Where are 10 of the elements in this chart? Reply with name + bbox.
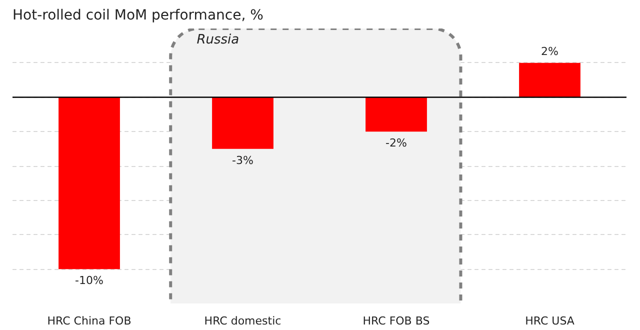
x-tick-label: HRC China FOB [47,314,132,328]
x-tick-label: HRC USA [525,314,575,328]
band-label: Russia [196,32,240,48]
data-label: -2% [386,136,407,150]
data-label: -3% [232,154,254,167]
data-label: -10% [75,274,104,288]
x-tick-label: HRC domestic [204,314,282,328]
data-label: 2% [541,44,558,58]
chart-title: Hot-rolled coil MoM performance, % [12,8,264,24]
x-tick-label: HRC FOB BS [362,314,430,328]
